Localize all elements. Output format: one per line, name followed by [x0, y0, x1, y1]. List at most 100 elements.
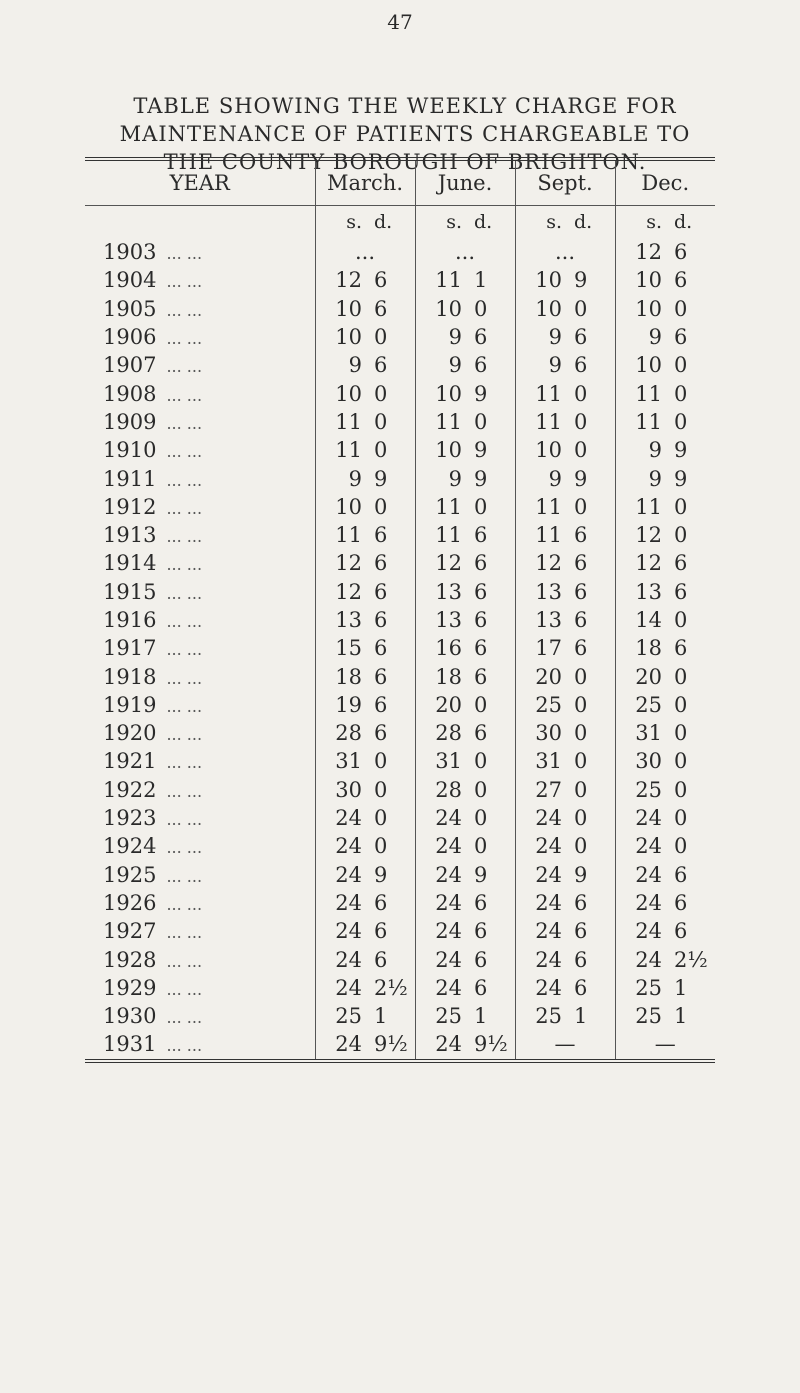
pence-cell: 1: [570, 1002, 615, 1030]
year: 1909: [103, 409, 157, 434]
pence: 6: [474, 947, 488, 972]
shillings-cell: 28: [414, 719, 470, 748]
pence-cell: 9: [470, 379, 515, 407]
pence-cell: 0: [470, 493, 515, 521]
pence-cell: 0: [570, 379, 615, 407]
data-row: 1911... ... 9 9 9 9 9 9 9 9: [85, 464, 715, 493]
pence: 9½: [474, 1032, 508, 1057]
shillings-cell: 31: [414, 747, 470, 776]
data-row: 1924 ... ... 24 0 24 0 24 0 24 0: [85, 832, 715, 861]
pence: 0: [574, 438, 588, 463]
pence-cell: 9: [670, 464, 715, 492]
pence-cell: 0: [570, 747, 615, 775]
pence: 0: [374, 806, 388, 831]
pence: 0: [674, 721, 688, 746]
pence-cell: 6: [470, 662, 515, 690]
shillings-cell: 10: [314, 379, 370, 408]
shillings-cell: 12: [514, 549, 571, 578]
pence: 6: [574, 523, 588, 548]
year: 1915: [103, 579, 157, 604]
year: 1922: [103, 777, 157, 802]
pence-cell: 6: [670, 917, 715, 945]
shillings: 28: [435, 721, 462, 746]
pence: 0: [574, 296, 588, 321]
year-cell: 1905 ... ...: [85, 295, 315, 323]
pence: 6: [574, 975, 588, 1000]
shillings: ...: [354, 240, 376, 265]
pence: 6: [574, 551, 588, 576]
data-row: 1930 ... ... 25 1 25 1 25 1 25 1: [85, 1002, 715, 1031]
pence-cell: 0: [670, 719, 715, 747]
leader: ... ...: [166, 696, 203, 716]
year: 1927: [103, 919, 157, 944]
shillings: 25: [635, 692, 663, 717]
year-cell: 1906 ... ...: [85, 323, 315, 351]
data-row: 1917 ... ... 15 6 16 6 17 6 18 6: [85, 634, 715, 663]
year-cell: 1908 ... ...: [85, 379, 315, 407]
shillings-cell: 10: [414, 379, 470, 408]
pence-cell: 6: [370, 691, 415, 719]
leader: ... ...: [166, 470, 203, 490]
pence: 0: [374, 381, 388, 406]
pence: 6: [674, 890, 688, 915]
shillings: 10: [635, 353, 663, 378]
pence: 6: [374, 551, 388, 576]
pence: 6: [374, 268, 388, 293]
shillings: 24: [535, 890, 563, 915]
pence-cell: 2½: [370, 974, 415, 1002]
shillings: 11: [335, 438, 362, 463]
shillings-cell: 9: [314, 351, 370, 380]
shillings-cell: 11: [514, 379, 571, 408]
pence: 0: [374, 749, 388, 774]
unit-cell: s.: [514, 205, 571, 238]
pence-cell: 9: [370, 464, 415, 492]
pence: 1: [474, 268, 488, 293]
shillings: 18: [335, 664, 362, 689]
pence-cell: 9: [570, 266, 615, 294]
pence: 1: [574, 1004, 588, 1029]
shillings: 10: [535, 438, 563, 463]
pence: 0: [674, 806, 688, 831]
pence: 6: [474, 579, 488, 604]
data-row: 1927 ... ... 24 6 24 6 24 6 24 6: [85, 917, 715, 946]
leader: ... ...: [166, 272, 203, 292]
shillings: 27: [535, 777, 563, 802]
header-row: YEAR March. June. Sept. Dec.: [85, 159, 716, 206]
shillings-cell: 10: [514, 266, 571, 295]
pence-cell: 6: [470, 917, 515, 945]
pence: 6: [574, 947, 588, 972]
data-row: 1928 ... ... 24 6 24 6 24 6 24 2½: [85, 945, 715, 974]
shillings-cell: 25: [614, 1002, 671, 1031]
shillings-cell: 24: [314, 860, 370, 889]
shillings-cell: 10: [614, 351, 671, 380]
shillings: 20: [635, 664, 663, 689]
shillings-cell: 11: [514, 407, 571, 437]
pence-cell: 0: [570, 691, 615, 719]
shillings: 17: [535, 636, 563, 661]
pence: 0: [474, 749, 488, 774]
pence: 0: [574, 721, 588, 746]
shillings: 24: [635, 862, 663, 887]
shillings-cell: 19: [314, 690, 370, 720]
data-row: 1913 ... ... 11 6 11 6 11 6 12 0: [85, 520, 715, 550]
shillings: 10: [435, 438, 462, 463]
shillings: 10: [535, 268, 563, 293]
shillings: 24: [535, 806, 563, 831]
unit-cell: s.: [614, 205, 671, 238]
pence-cell: 0: [670, 379, 715, 407]
pence-cell: 9: [370, 861, 415, 889]
shillings: 25: [635, 1004, 663, 1029]
pence: 6: [474, 353, 488, 378]
pence-cell: 0: [370, 436, 415, 464]
shillings-cell: 17: [514, 634, 571, 663]
shillings: 11: [635, 409, 663, 434]
pence-cell: 9: [570, 464, 615, 492]
shillings: 9: [348, 353, 362, 378]
shillings-cell: 11: [314, 520, 370, 550]
leader: ... ...: [166, 329, 203, 349]
data-row: 1919 ... ... 19 6 20 0 25 0 25 0: [85, 690, 715, 720]
pence: 0: [674, 381, 688, 406]
shillings-cell: 10: [414, 436, 470, 465]
year-cell: 1926 ... ...: [85, 889, 315, 917]
pence-cell: 6: [570, 917, 615, 945]
